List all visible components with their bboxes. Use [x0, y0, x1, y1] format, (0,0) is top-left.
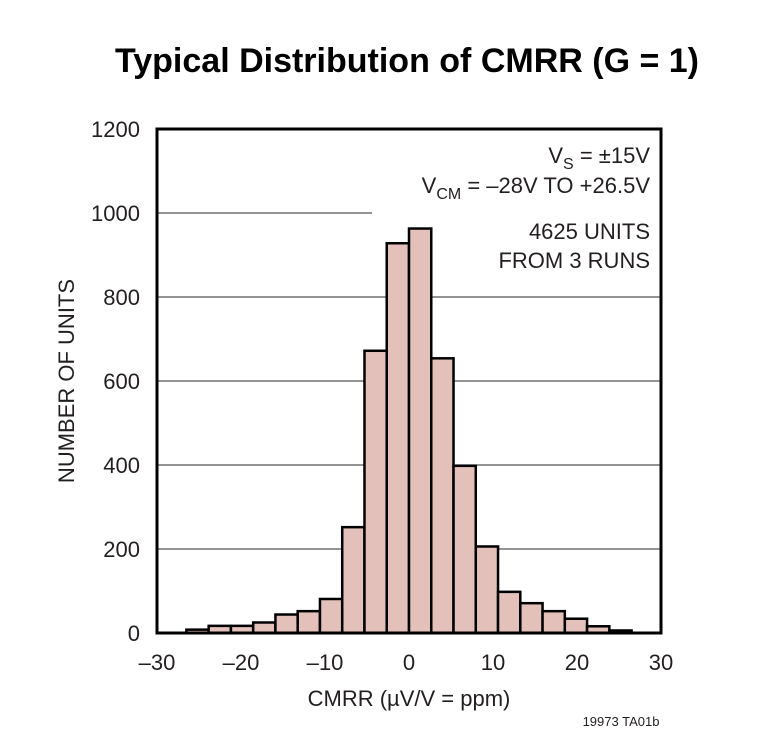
- x-tick-label: –20: [223, 650, 260, 675]
- histogram-bar: [363, 349, 388, 635]
- annotation-vs: VS = ±15V: [548, 143, 650, 173]
- histogram-bar: [274, 613, 299, 635]
- x-tick-label: –30: [139, 650, 176, 675]
- annotation-units: 4625 UNITS: [529, 219, 650, 244]
- bars: [185, 227, 633, 635]
- x-axis-label: CMRR (µV/V = ppm): [308, 686, 511, 711]
- histogram-bar: [452, 464, 478, 635]
- x-tick-label: 20: [565, 650, 589, 675]
- y-tick-label: 200: [103, 537, 140, 562]
- x-tick-label: 0: [403, 650, 415, 675]
- x-tick-label: –10: [307, 650, 344, 675]
- y-tick-label: 1200: [91, 117, 140, 142]
- x-tick-label: 10: [481, 650, 505, 675]
- y-tick-label: 400: [103, 453, 140, 478]
- histogram-bar: [496, 590, 522, 635]
- annotation-runs: FROM 3 RUNS: [498, 248, 650, 273]
- y-tick-labels: 0 200 400 600 800 1000 1200: [91, 117, 140, 646]
- y-axis-label: NUMBER OF UNITS: [54, 279, 79, 483]
- histogram-bar: [251, 621, 277, 635]
- x-tick-label: 30: [649, 650, 673, 675]
- histogram-bar: [318, 597, 344, 635]
- y-tick-label: 0: [128, 621, 140, 646]
- figure-code: 19973 TA01b: [583, 714, 660, 729]
- histogram-bar: [407, 227, 433, 635]
- y-tick-label: 800: [103, 285, 140, 310]
- histogram-bar: [474, 545, 500, 635]
- y-tick-label: 1000: [91, 201, 140, 226]
- histogram-bar: [296, 609, 322, 635]
- histogram-bar: [519, 601, 544, 635]
- chart-title: Typical Distribution of CMRR (G = 1): [115, 42, 699, 80]
- histogram-bar: [385, 241, 411, 635]
- histogram-bar: [340, 525, 366, 635]
- annotation-vcm: VCM = –28V TO +26.5V: [422, 173, 651, 203]
- y-tick-label: 600: [103, 369, 140, 394]
- histogram-bar: [563, 617, 589, 635]
- x-tick-labels: –30 –20 –10 0 10 20 30: [139, 650, 674, 675]
- plot-frame: [155, 127, 663, 635]
- histogram-bar: [541, 609, 567, 635]
- histogram-bar: [430, 357, 455, 635]
